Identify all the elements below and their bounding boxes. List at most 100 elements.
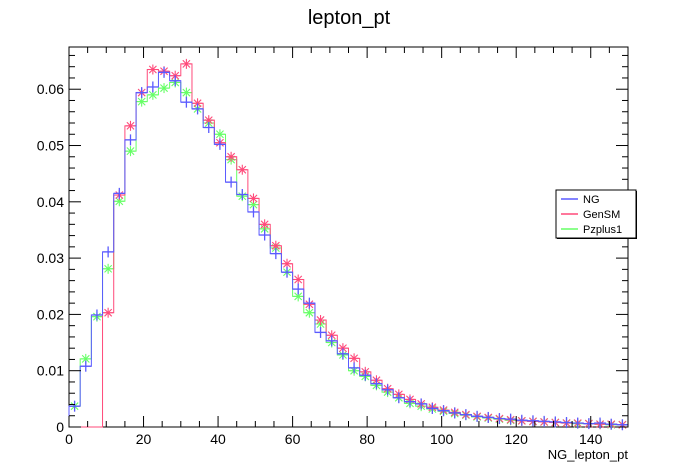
data-point (270, 248, 282, 260)
data-point (125, 120, 136, 131)
data-point-d2 (104, 264, 113, 273)
legend: NG GenSM Pzplus1 (555, 189, 637, 239)
y-tick-label: 0 (56, 419, 64, 435)
data-point (359, 369, 371, 381)
data-point (382, 384, 394, 396)
data-point-d2 (238, 165, 247, 174)
data-point-d2 (215, 130, 224, 139)
data-point-d2 (81, 354, 90, 363)
data-point-d2 (115, 197, 124, 206)
data-point-d2 (193, 99, 202, 108)
data-point (236, 188, 248, 200)
data-point (370, 378, 382, 390)
data-point-d2 (316, 316, 325, 325)
data-point (214, 129, 225, 140)
data-point (482, 411, 494, 423)
data-point (247, 206, 259, 218)
data-point (113, 187, 125, 199)
data-point-d2 (260, 220, 269, 229)
data-point (169, 75, 181, 87)
data-point-d2 (294, 275, 303, 284)
data-point-d2 (104, 308, 113, 317)
x-tick-label: 140 (579, 431, 603, 447)
data-point (214, 138, 226, 150)
data-point (114, 196, 125, 207)
data-point (237, 164, 248, 175)
x-axis-label: NG_lepton_pt (548, 447, 629, 462)
data-point (304, 307, 315, 318)
data-point (203, 122, 215, 134)
data-point (538, 415, 550, 427)
x-tick-label: 100 (430, 431, 454, 447)
data-point (493, 413, 505, 425)
data-point (103, 307, 114, 318)
data-point-d2 (148, 90, 157, 99)
data-point (449, 407, 461, 419)
data-point (349, 353, 360, 364)
data-point (147, 81, 159, 93)
x-tick-label: 0 (65, 431, 73, 447)
chart-title: lepton_pt (308, 7, 391, 29)
data-point (404, 396, 416, 408)
data-point (181, 87, 192, 98)
data-point (226, 151, 237, 162)
data-point (292, 283, 304, 295)
data-point (583, 418, 595, 430)
legend-entry-NG: NG (583, 194, 600, 206)
data-point (326, 330, 337, 341)
data-point (594, 417, 606, 429)
data-point (516, 414, 528, 426)
data-point (158, 66, 170, 78)
data-point (393, 392, 405, 404)
data-point (181, 58, 192, 69)
legend-entry-GenSM: GenSM (583, 209, 620, 221)
data-point (147, 64, 158, 75)
x-tick-label: 60 (285, 431, 301, 447)
data-point-d2 (126, 121, 135, 130)
data-point-d2 (327, 331, 336, 340)
data-point (549, 416, 561, 428)
y-tick-label: 0.04 (37, 194, 64, 210)
series-NG (68, 66, 629, 431)
data-point (460, 409, 472, 421)
data-point (605, 418, 617, 430)
data-point (192, 103, 204, 115)
x-tick-label: 40 (210, 431, 226, 447)
data-point (415, 398, 427, 410)
data-point (69, 400, 81, 412)
data-point (80, 360, 92, 372)
data-point-d2 (227, 152, 236, 161)
series-NG-outline (68, 71, 629, 427)
data-point (426, 402, 438, 414)
y-tick-label: 0.03 (37, 250, 64, 266)
data-point (315, 315, 326, 326)
data-point-d2 (350, 354, 359, 363)
data-point (136, 96, 147, 107)
data-point (103, 263, 114, 274)
data-point (326, 335, 338, 347)
data-point (572, 417, 584, 429)
data-point (315, 326, 327, 338)
data-point-d2 (137, 97, 146, 106)
data-point (125, 146, 136, 157)
series-layer (68, 58, 629, 431)
y-tick-label: 0.06 (37, 81, 64, 97)
y-tick-label: 0.05 (37, 138, 64, 154)
data-point (337, 348, 349, 360)
y-tick-label: 0.02 (37, 306, 64, 322)
data-point-d2 (249, 194, 258, 203)
data-point-d2 (283, 259, 291, 268)
data-point (303, 297, 315, 309)
data-point (561, 416, 573, 428)
data-point (259, 219, 270, 230)
data-point-d2 (338, 344, 347, 353)
data-point (102, 246, 114, 258)
data-point-d2 (182, 88, 191, 97)
x-tick-label: 80 (359, 431, 375, 447)
data-point (348, 362, 360, 374)
data-point (159, 83, 170, 94)
data-point (124, 134, 136, 146)
data-point (225, 176, 237, 188)
data-point (471, 410, 483, 422)
data-point (527, 415, 539, 427)
